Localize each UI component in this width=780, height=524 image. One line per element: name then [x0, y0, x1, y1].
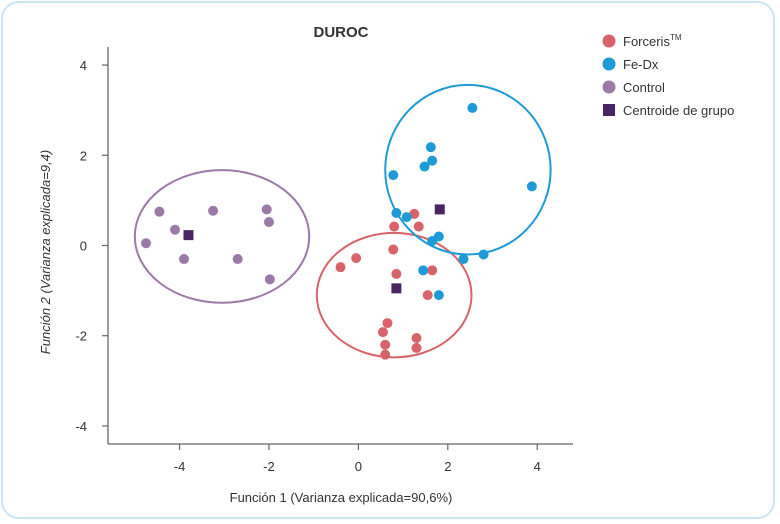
point-control: [261, 204, 272, 215]
point-fe-dx: [391, 208, 402, 219]
point-fe-dx: [433, 290, 444, 301]
data-points: [141, 102, 537, 360]
point-forceris: [411, 332, 422, 343]
point-forceris: [351, 253, 362, 264]
legend-marker-forceris: [602, 34, 616, 48]
ellipse-fe-dx: [384, 83, 552, 256]
legend-marker-control: [602, 80, 616, 94]
y-tick-label: 2: [80, 148, 87, 163]
legend-label-centroide-de-grupo: Centroide de grupo: [623, 103, 734, 118]
point-fe-dx: [427, 155, 438, 166]
point-control: [208, 205, 219, 216]
point-forceris: [391, 268, 402, 279]
point-forceris: [422, 290, 433, 301]
point-forceris: [388, 244, 399, 255]
point-forceris: [427, 265, 438, 276]
y-axis-label: Función 2 (Varianza explicada=9,4): [38, 150, 53, 354]
point-fe-dx: [427, 235, 438, 246]
legend-marker-fe-dx: [602, 57, 616, 71]
point-forceris: [409, 208, 420, 219]
centroid-marker: [391, 283, 402, 294]
point-fe-dx: [425, 142, 436, 153]
ellipse-control: [133, 169, 311, 304]
point-forceris: [335, 262, 346, 273]
legend-label-control: Control: [623, 80, 665, 95]
y-tick-label: -2: [75, 329, 87, 344]
point-forceris: [389, 221, 400, 232]
point-control: [141, 238, 152, 249]
point-control: [154, 206, 165, 217]
point-fe-dx: [458, 254, 469, 265]
ellipse-forceris: [315, 231, 473, 359]
y-tick-label: 4: [80, 58, 87, 73]
x-tick-label: -4: [174, 459, 186, 474]
y-tick-label: 0: [80, 239, 87, 254]
legend: ForcerisTM Fe-Dx Control Centroide de grupo: [602, 33, 734, 118]
group-ellipses: [133, 83, 552, 359]
point-forceris: [413, 221, 424, 232]
point-control: [263, 217, 274, 228]
x-axis-label: Función 1 (Varianza explicada=90,6%): [230, 490, 453, 505]
point-forceris: [380, 349, 391, 360]
point-fe-dx: [526, 181, 537, 192]
point-forceris: [382, 318, 393, 329]
chart-title: DUROC: [314, 24, 369, 41]
y-tick-label: -4: [75, 419, 87, 434]
point-fe-dx: [419, 161, 430, 172]
point-control: [264, 274, 275, 285]
legend-label-fe-dx: Fe-Dx: [623, 57, 659, 72]
x-tick-label: 0: [355, 459, 362, 474]
centroid-marker: [434, 204, 445, 215]
point-forceris: [411, 342, 422, 353]
point-control: [179, 254, 190, 265]
legend-label-forceris: ForcerisTM: [623, 33, 682, 49]
point-forceris: [377, 327, 388, 338]
point-fe-dx: [418, 265, 429, 276]
centroid-marker: [183, 230, 194, 241]
point-fe-dx: [467, 102, 478, 113]
x-tick-label: 2: [444, 459, 451, 474]
point-fe-dx: [401, 212, 412, 223]
x-tick-label: 4: [534, 459, 541, 474]
x-tick-label: -2: [263, 459, 275, 474]
point-forceris: [380, 339, 391, 350]
point-fe-dx: [478, 249, 489, 260]
point-control: [170, 224, 181, 235]
point-fe-dx: [388, 170, 399, 181]
legend-marker-centroide-de-grupo: [603, 104, 615, 116]
ticks: -4 -2 0 2 4 4 2 0 -2 -4: [75, 58, 540, 474]
trademark-superscript: TM: [670, 33, 682, 42]
point-control: [232, 254, 243, 265]
